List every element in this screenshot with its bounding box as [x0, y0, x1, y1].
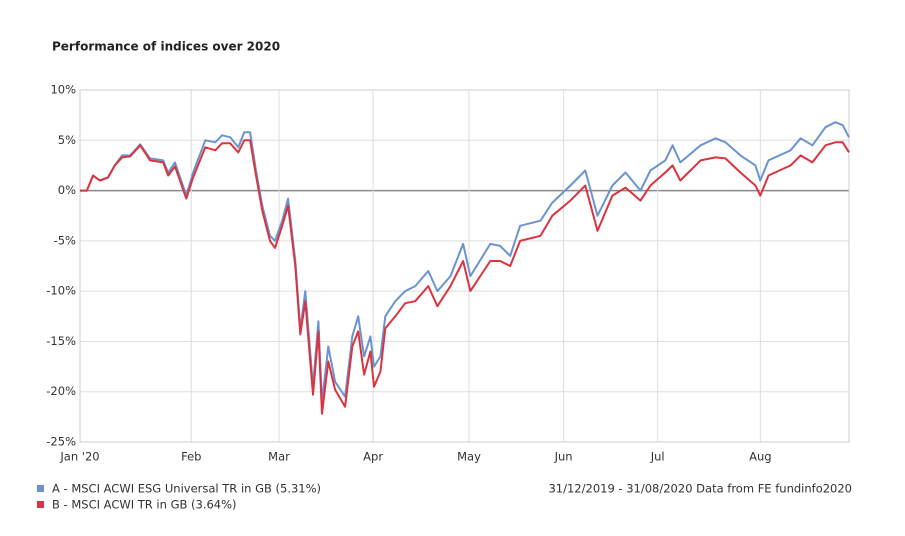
- y-tick-label: -5%: [54, 233, 76, 247]
- legend-label: A - MSCI ACWI ESG Universal TR in GB (5.…: [52, 482, 321, 496]
- x-tick-label: Mar: [268, 450, 290, 464]
- x-tick-label: Jul: [650, 450, 665, 464]
- source-note: 31/12/2019 - 31/08/2020 Data from FE fun…: [548, 482, 852, 496]
- legend-swatch: [37, 485, 44, 492]
- chart-title: Performance of indices over 2020: [52, 40, 280, 54]
- x-tick-label: Jan '20: [59, 450, 99, 464]
- x-tick-label: Jun: [554, 450, 573, 464]
- y-tick-label: -20%: [46, 384, 76, 398]
- x-tick-label: Feb: [181, 450, 201, 464]
- x-tick-label: Aug: [749, 450, 771, 464]
- x-tick-label: May: [457, 450, 481, 464]
- y-tick-label: 0%: [58, 183, 76, 197]
- y-tick-label: 5%: [58, 133, 76, 147]
- series-line: [80, 121, 850, 403]
- legend-swatch: [37, 501, 44, 508]
- y-tick-label: -10%: [46, 284, 76, 298]
- y-tick-label: -15%: [46, 334, 76, 348]
- x-tick-label: Apr: [363, 450, 383, 464]
- legend-label: B - MSCI ACWI TR in GB (3.64%): [52, 498, 237, 512]
- plot-frame: [79, 89, 850, 443]
- y-tick-label: -25%: [46, 435, 76, 449]
- y-tick-label: 10%: [50, 83, 76, 97]
- series-line: [80, 139, 850, 415]
